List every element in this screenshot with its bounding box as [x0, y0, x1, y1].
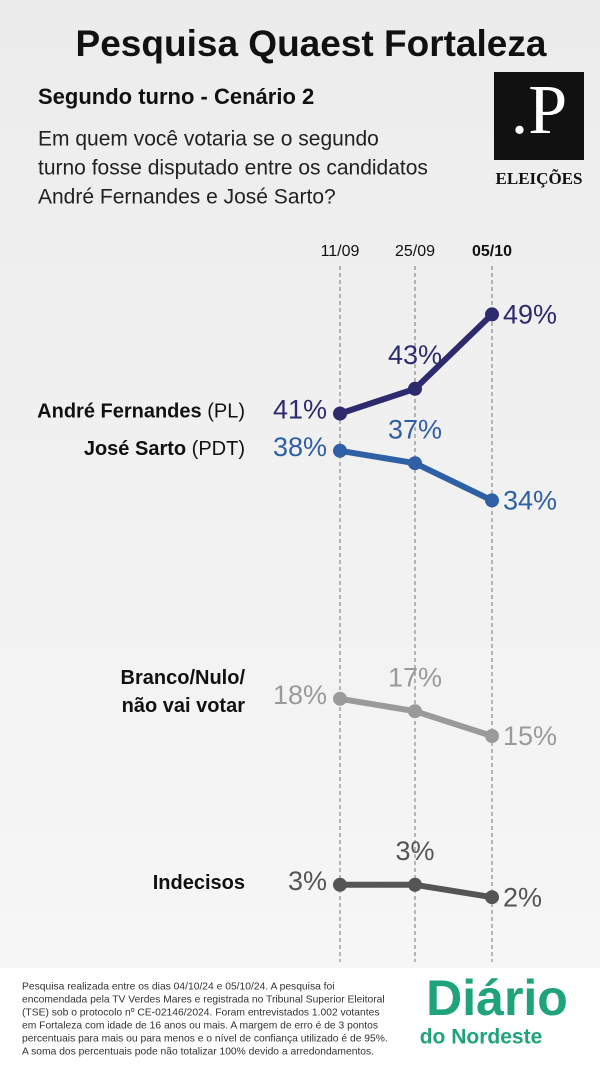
question-line: Em quem você votaria se o segundo [38, 128, 379, 151]
value-label: 43% [388, 340, 442, 370]
footer-background [0, 968, 600, 1067]
footnote-line: percentuais para mais ou para menos e o … [22, 1034, 388, 1045]
series-label: André Fernandes (PL) [37, 401, 245, 423]
series-label: José Sarto (PDT) [84, 438, 245, 460]
series-name: André Fernandes [37, 401, 201, 423]
footnote-line: Pesquisa realizada entre os dias 04/10/2… [22, 982, 335, 993]
x-tick-label: 05/10 [472, 243, 512, 260]
point [333, 443, 347, 458]
value-label: 38% [273, 432, 327, 462]
series-label: Indecisos [153, 872, 245, 894]
point [333, 691, 347, 706]
footnote-line: encomendada pela TV Verdes Mares e regis… [22, 995, 385, 1006]
question-line: turno fosse disputado entre os candidato… [38, 157, 428, 180]
logo-mark: .P [511, 72, 567, 149]
value-label: 37% [388, 414, 442, 444]
point [485, 307, 499, 322]
point [408, 381, 422, 396]
value-label: 15% [503, 721, 557, 751]
value-label: 2% [503, 882, 542, 912]
value-label: 3% [395, 836, 434, 866]
series-name: José Sarto [84, 438, 186, 460]
point [485, 493, 499, 508]
x-tick-label: 25/09 [395, 243, 435, 260]
logo-text: ELEIÇÕES [496, 168, 583, 188]
point [408, 456, 422, 471]
x-tick-label: 11/09 [321, 243, 360, 260]
series-label: Branco/Nulo/ [121, 667, 246, 689]
brand: Diário [426, 970, 568, 1026]
value-label: 18% [273, 680, 327, 710]
series-name: Indecisos [153, 872, 245, 894]
brand-sub: do Nordeste [420, 1026, 543, 1049]
point [485, 729, 499, 743]
point [408, 877, 422, 892]
footnote-line: (TSE) sob o protocolo nº CE-02146/2024. … [22, 1008, 380, 1019]
series-label: não vai votar [122, 695, 246, 717]
logo-box [494, 72, 584, 160]
value-label: 17% [388, 662, 442, 692]
value-label: 49% [503, 300, 557, 330]
subtitle: Segundo turno - Cenário 2 [38, 84, 314, 109]
point [333, 877, 347, 892]
value-label: 3% [288, 866, 327, 896]
question-line: André Fernandes e José Sarto? [38, 186, 336, 209]
point [485, 890, 499, 905]
background [0, 0, 600, 968]
point [408, 704, 422, 719]
point [333, 406, 347, 421]
footnote-line: em Fortaleza com idade de 16 anos ou mai… [22, 1021, 378, 1032]
value-label: 34% [503, 486, 557, 516]
footnote-line: A soma dos percentuais pode não totaliza… [22, 1047, 374, 1058]
series-party: (PDT) [192, 438, 245, 460]
value-label: 41% [273, 395, 327, 425]
title: Pesquisa Quaest Fortaleza [76, 23, 547, 64]
series-party: (PL) [207, 401, 245, 423]
